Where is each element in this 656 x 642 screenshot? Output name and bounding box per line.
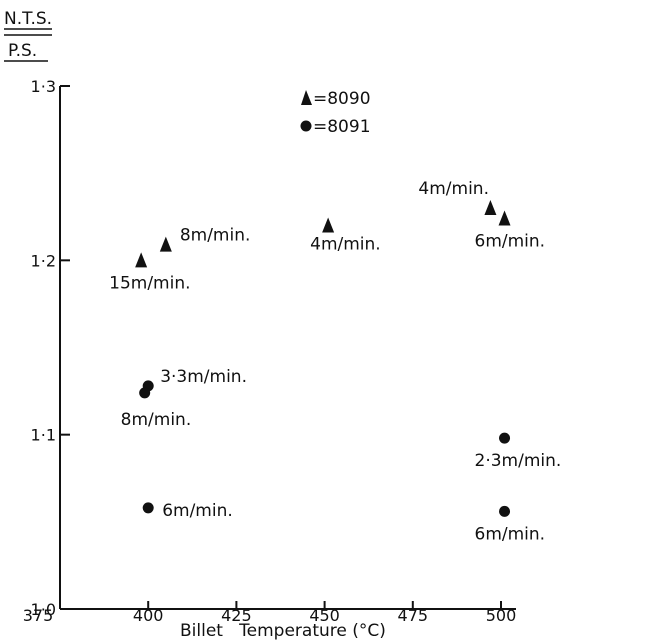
point-label: 15m/min. — [109, 273, 190, 293]
legend-circle-marker — [300, 120, 312, 132]
point-label: 3·3m/min. — [160, 367, 247, 387]
circle-marker-8091 — [139, 387, 151, 399]
circle-marker-8091 — [499, 432, 511, 444]
x-tick-label: 425 — [221, 606, 252, 625]
point-labels: 15m/min. 8m/min. 4m/min. 4m/min. 6m/min. 3·3m… — [109, 179, 561, 544]
x-axis-label: Billet Temperature (°C) — [180, 621, 386, 641]
x-tick-label: 500 — [486, 606, 517, 625]
point-label: 2·3m/min. — [475, 451, 562, 471]
legend-label-8091: =8091 — [313, 117, 371, 137]
point-label: 4m/min. — [418, 179, 489, 199]
triangle-marker-8090 — [159, 236, 172, 252]
legend-label-8090: =8090 — [313, 89, 371, 109]
legend: =8090 =8091 — [300, 89, 371, 137]
point-label: 4m/min. — [310, 234, 381, 254]
x-tick-label: 450 — [309, 606, 340, 625]
triangle-marker-8090 — [322, 217, 335, 233]
point-label: 8m/min. — [121, 410, 192, 430]
circle-marker-8091 — [142, 502, 154, 514]
point-label: 8m/min. — [180, 226, 251, 246]
x-tick-label: 400 — [133, 606, 164, 625]
y-tick-label: 1·0 — [31, 600, 56, 619]
point-label: 6m/min. — [475, 524, 546, 544]
y-tick-label: 1·2 — [31, 251, 56, 270]
legend-triangle-marker — [301, 90, 312, 105]
y-axis-label-numerator: N.T.S. — [4, 9, 52, 29]
triangle-marker-8090 — [135, 252, 148, 268]
triangle-marker-8090 — [484, 200, 497, 216]
y-ticks: 1·0 1·1 1·2 1·3 — [31, 77, 70, 619]
x-tick-label: 375 — [23, 606, 54, 625]
x-ticks: 375 400 425 450 475 500 — [23, 601, 517, 625]
data-markers — [135, 200, 511, 517]
triangle-marker-8090 — [498, 210, 511, 226]
y-tick-label: 1·3 — [31, 77, 56, 96]
circle-marker-8091 — [499, 505, 511, 517]
point-label: 6m/min. — [475, 231, 546, 251]
y-axis-label-denominator: P.S. — [8, 41, 37, 61]
point-label: 6m/min. — [162, 501, 233, 521]
x-tick-label: 475 — [398, 606, 429, 625]
y-tick-label: 1·1 — [31, 426, 56, 445]
